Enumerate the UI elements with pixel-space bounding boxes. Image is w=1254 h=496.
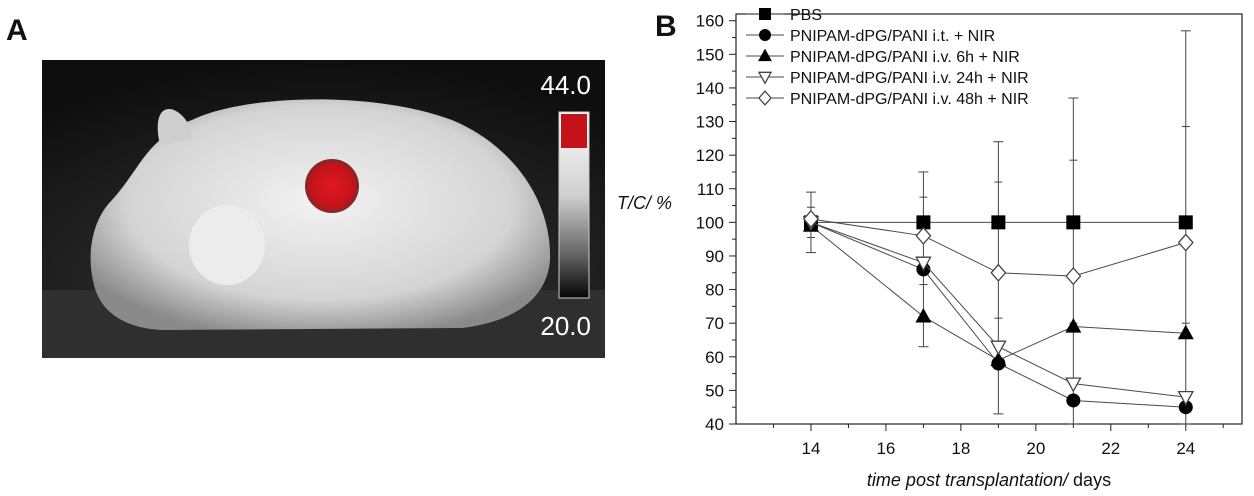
y-tick-label: 50 [705, 381, 724, 400]
y-tick-label: 70 [705, 314, 724, 333]
x-tick-label: 24 [1176, 439, 1195, 458]
data-point [915, 256, 932, 272]
data-point [1065, 318, 1082, 333]
y-tick-label: 120 [696, 146, 724, 165]
data-point [1177, 324, 1194, 340]
scale-min-label: 20.0 [540, 311, 591, 341]
x-tick-label: 18 [951, 439, 970, 458]
y-tick-label: 140 [696, 79, 724, 98]
y-axis-label: T/C/ % [617, 193, 672, 213]
data-point [1066, 215, 1081, 230]
data-point [1177, 390, 1195, 406]
y-tick-label: 110 [697, 180, 724, 199]
plot-frame [735, 13, 1243, 425]
data-point [1177, 233, 1194, 252]
y-tick-label: 130 [696, 113, 724, 132]
y-tick-label: 60 [705, 348, 724, 367]
legend-label: PBS [790, 7, 822, 24]
x-axis-label: time post transplantation/ days [867, 470, 1111, 490]
y-tick-label: 90 [705, 247, 724, 266]
data-point [1065, 267, 1082, 286]
legend-label: PNIPAM-dPG/PANI i.v. 24h + NIR [790, 70, 1029, 87]
thermal-image: 44.0 20.0 [42, 60, 605, 358]
data-point [990, 340, 1007, 356]
legend-marker [758, 48, 772, 62]
data-point [802, 209, 819, 229]
x-tick-label: 14 [802, 439, 821, 458]
legend-marker [759, 8, 771, 20]
legend-label: PNIPAM-dPG/PANI i.v. 6h + NIR [790, 49, 1020, 66]
legend-marker [759, 29, 771, 41]
panel-b-label: B [655, 10, 677, 43]
data-point [1066, 393, 1081, 408]
data-point [991, 215, 1006, 230]
y-tick-label: 40 [705, 415, 724, 434]
x-axis-label-italic: time post transplantation/ [867, 470, 1070, 490]
legend-label: PNIPAM-dPG/PANI i.v. 48h + NIR [790, 91, 1029, 108]
tumor-hotspot [305, 159, 359, 213]
y-tick-label: 100 [696, 213, 724, 232]
legend-marker [758, 90, 772, 106]
y-tick-label: 80 [705, 281, 724, 300]
data-point [990, 351, 1007, 367]
y-tick-label: 160 [696, 12, 724, 31]
panel-a-label: A [6, 14, 28, 47]
x-tick-label: 16 [876, 439, 895, 458]
y-tick-label: 150 [696, 45, 724, 64]
legend-label: PNIPAM-dPG/PANI i.t. + NIR [790, 28, 995, 45]
data-point [990, 263, 1007, 282]
data-point [1065, 377, 1082, 393]
x-tick-label: 20 [1026, 439, 1045, 458]
scale-max-label: 44.0 [540, 70, 591, 100]
data-point [915, 226, 932, 245]
legend-marker [757, 71, 773, 85]
data-point [915, 307, 932, 323]
mouse-thermal-picture [42, 60, 605, 358]
x-tick-label: 22 [1101, 439, 1120, 458]
data-point [1178, 215, 1193, 230]
x-axis-label-unit: days [1068, 470, 1111, 490]
